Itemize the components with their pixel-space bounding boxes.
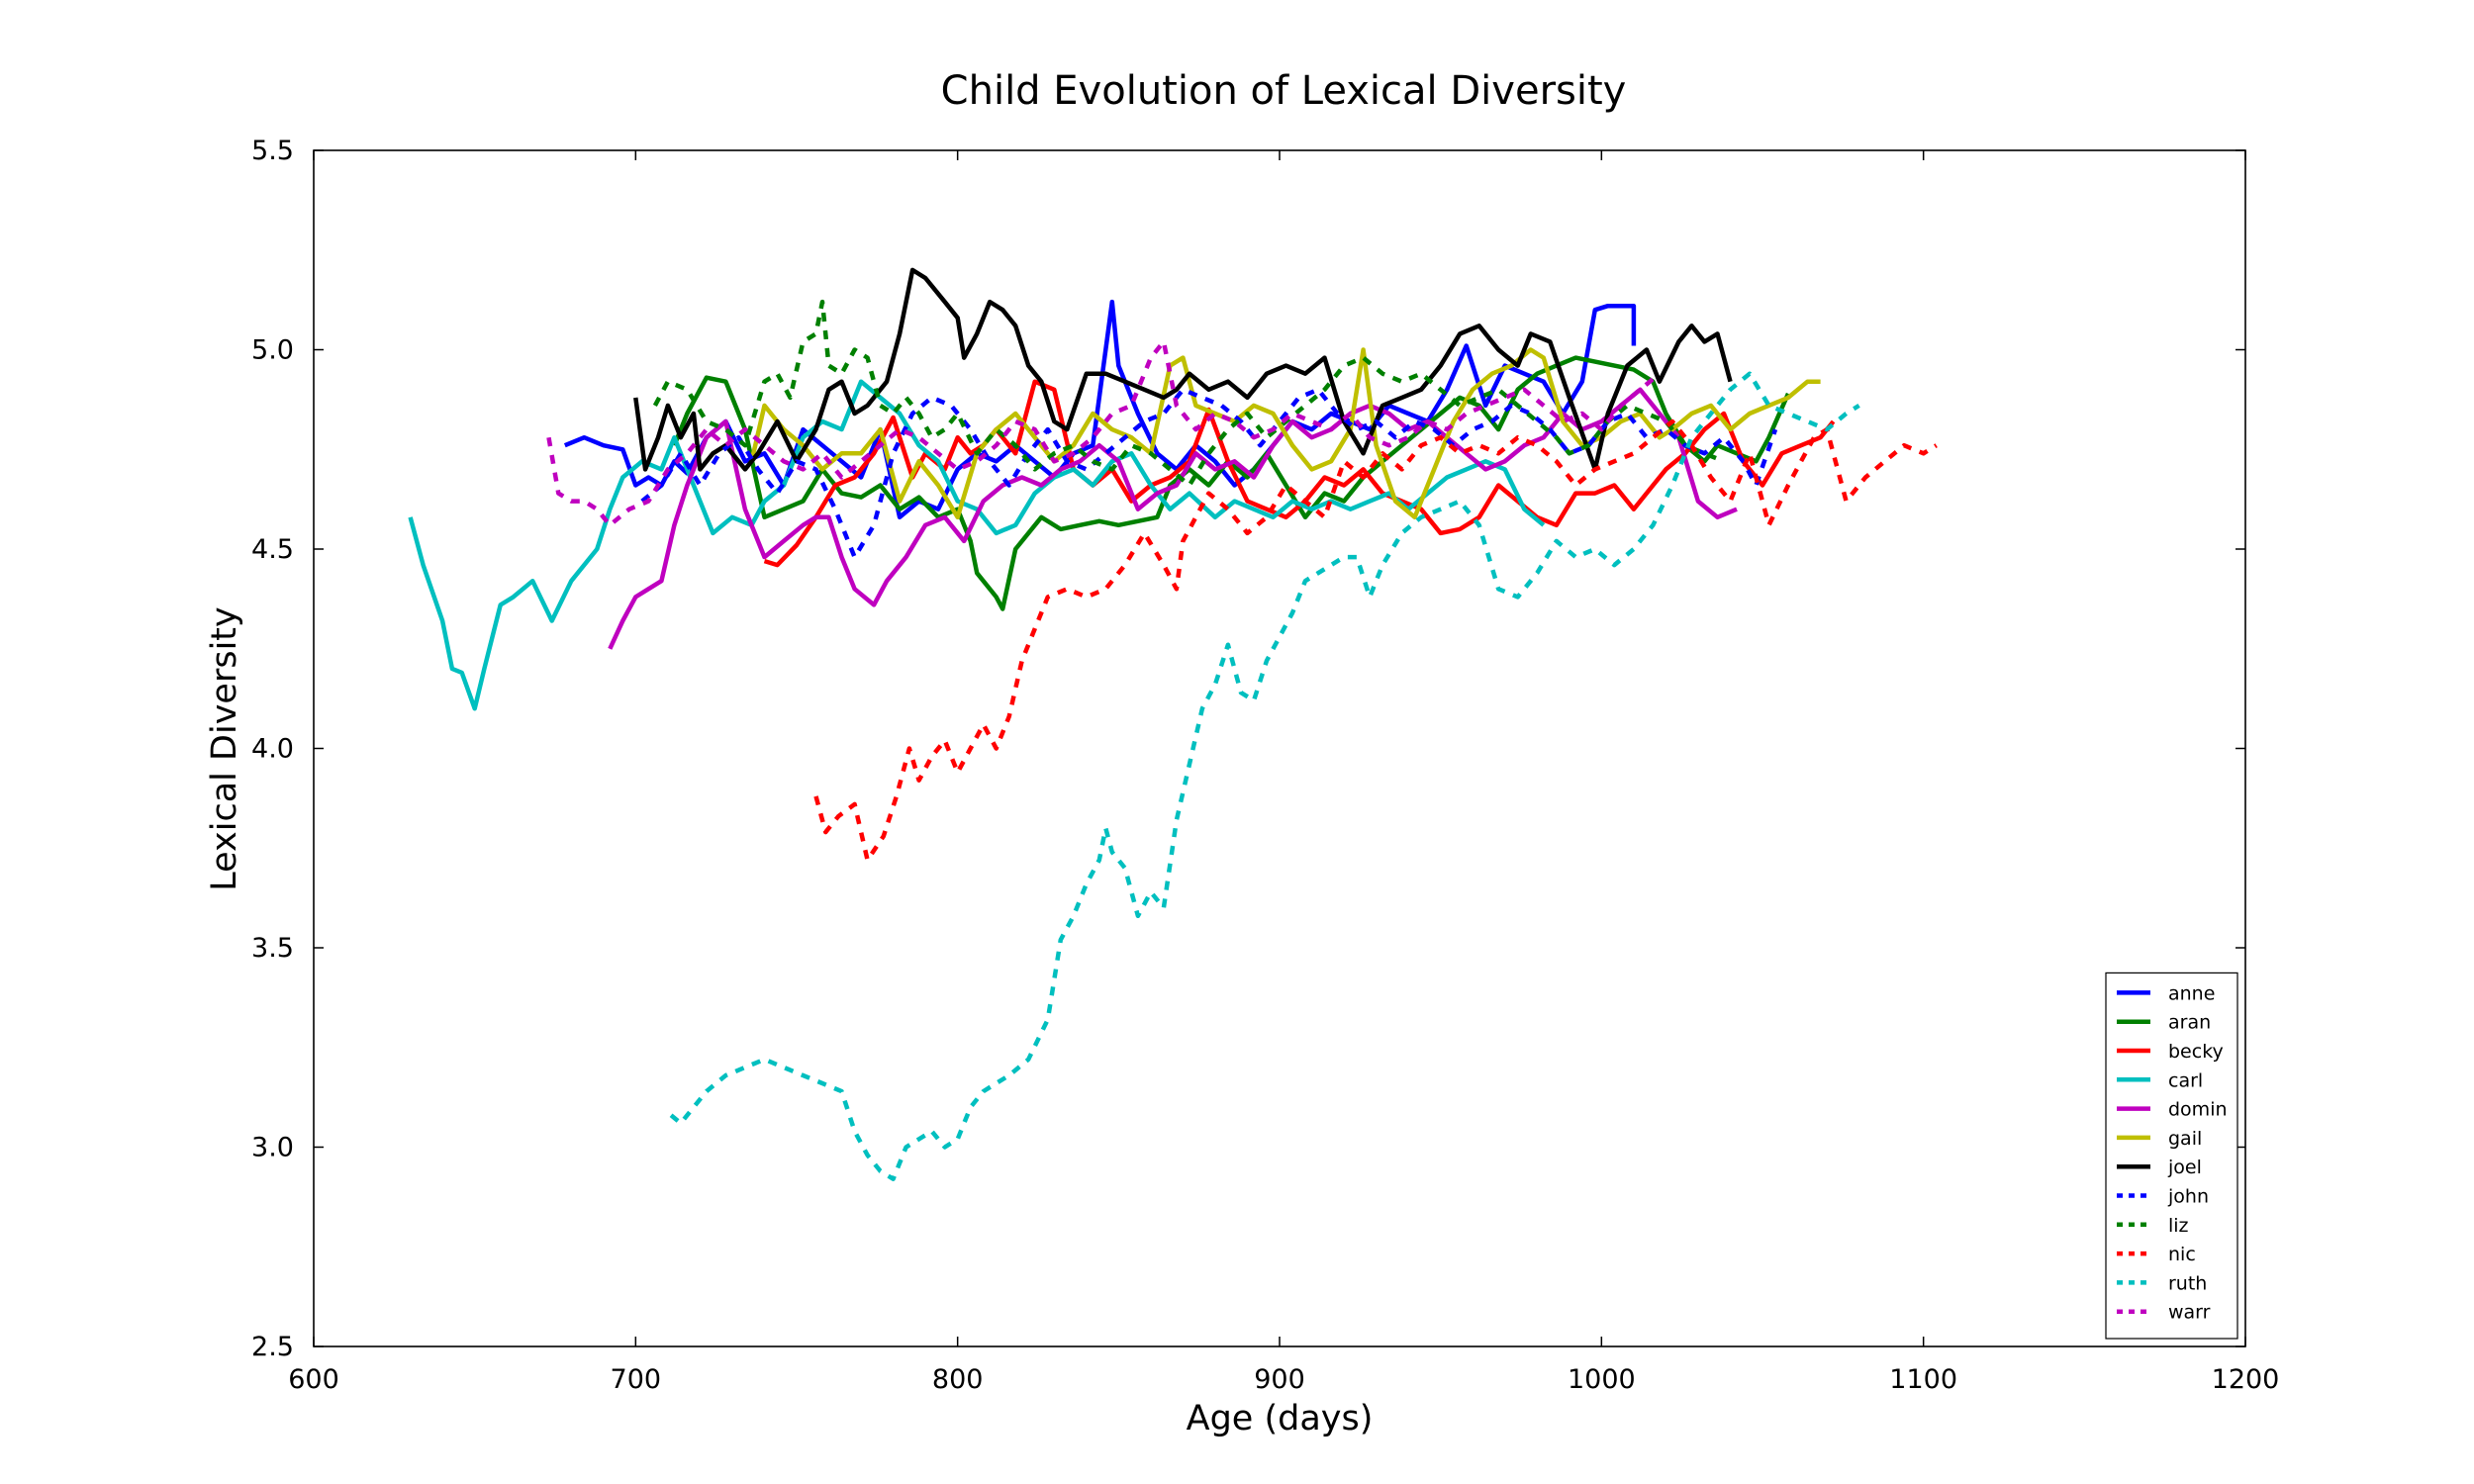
legend-box [2105,972,2238,1340]
x-tick-label: 800 [932,1364,984,1395]
legend-label-joel: joel [2167,1157,2202,1178]
x-tick-label: 900 [1254,1364,1305,1395]
y-axis-label: Lexical Diversity [205,606,244,891]
legend-label-aran: aran [2168,1012,2211,1034]
legend-label-domin: domin [2168,1099,2228,1121]
legend-label-warr: warr [2168,1302,2211,1324]
series-line-aran [672,355,1791,611]
legend-label-ruth: ruth [2168,1272,2207,1294]
y-tick-label: 5.5 [251,136,294,166]
y-tick-label: 4.5 [251,534,294,565]
series-line-domin [608,387,1738,650]
x-tick-label: 1000 [1568,1364,1636,1395]
x-axis-label: Age (days) [1187,1399,1374,1438]
y-tick-label: 5.0 [251,335,294,366]
x-tick-label: 1200 [2212,1364,2280,1395]
series-line-john [640,387,1778,560]
legend-label-gail: gail [2168,1128,2202,1150]
x-tick-label: 1100 [1889,1364,1957,1395]
y-tick-label: 3.0 [251,1133,294,1163]
legend-label-carl: carl [2168,1069,2203,1091]
x-axis: 600 700 800 900 1000 1100 1200 [288,150,2279,1395]
plot-series-group [408,267,1938,1181]
x-tick-label: 600 [288,1364,339,1395]
chart-title: Child Evolution of Lexical Diversity [941,68,1627,114]
y-axis: 2.5 3.0 3.5 4.0 4.5 5.0 5.5 [251,136,2245,1362]
y-tick-label: 2.5 [251,1332,294,1362]
series-line-gail [749,347,1821,520]
y-tick-label: 4.0 [251,734,294,765]
legend-label-nic: nic [2168,1244,2196,1265]
series-line-liz [652,299,1725,488]
series-line-joel [633,267,1733,472]
legend-label-anne: anne [2168,982,2215,1004]
y-tick-label: 3.5 [251,933,294,964]
legend-label-liz: liz [2168,1215,2189,1237]
legend: anne aran becky carl domin gail joel john liz nic… [2105,972,2238,1340]
legend-label-john: john [2167,1186,2209,1208]
series-line-nic [813,418,1938,863]
series-line-ruth [669,371,1860,1181]
series-line-carl [408,379,1546,711]
x-tick-label: 700 [611,1364,662,1395]
legend-label-becky: becky [2168,1041,2224,1063]
